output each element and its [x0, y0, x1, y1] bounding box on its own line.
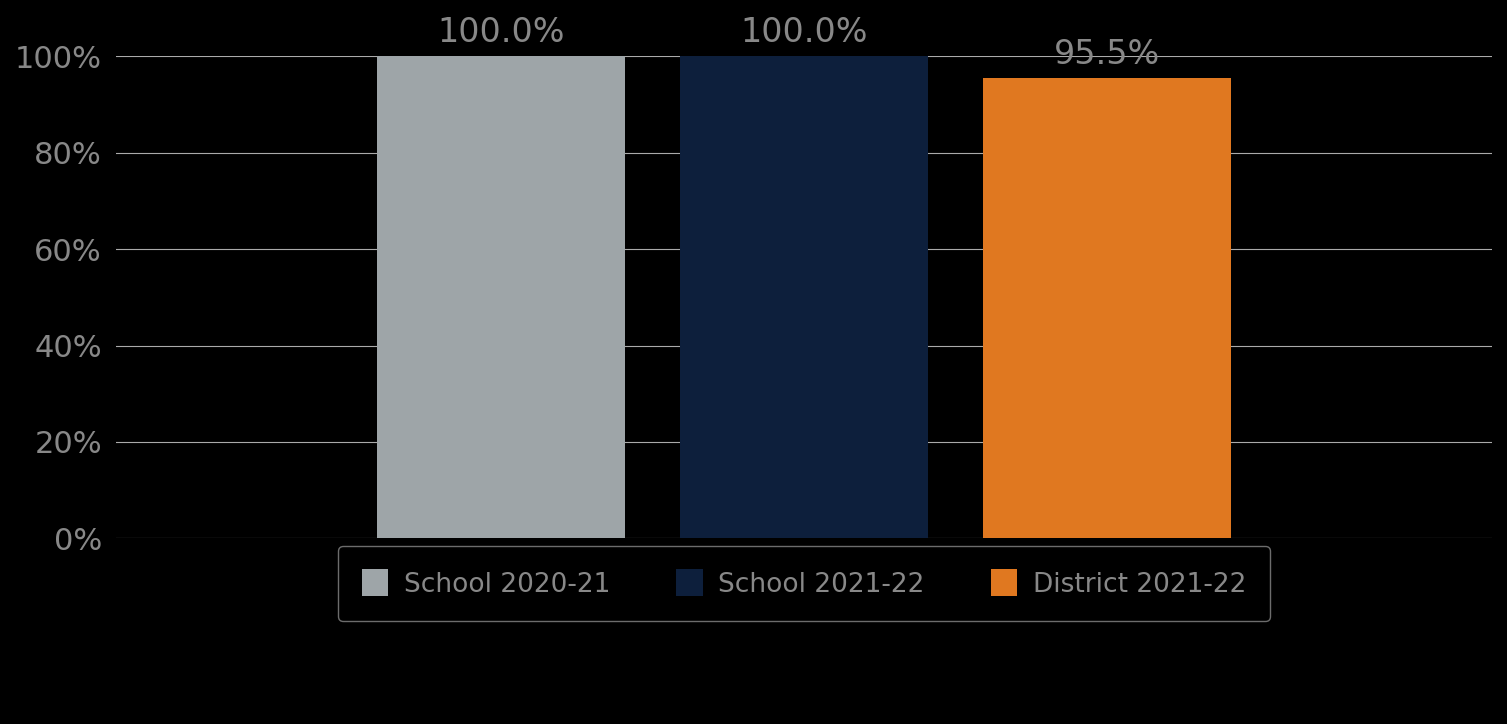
Bar	[377, 56, 625, 539]
Bar	[983, 78, 1231, 539]
Bar	[680, 56, 928, 539]
Legend: School 2020-21, School 2021-22, District 2021-22: School 2020-21, School 2021-22, District…	[338, 546, 1270, 621]
Text: 100.0%: 100.0%	[740, 16, 868, 49]
Text: 95.5%: 95.5%	[1053, 38, 1160, 71]
Text: 100.0%: 100.0%	[437, 16, 565, 49]
